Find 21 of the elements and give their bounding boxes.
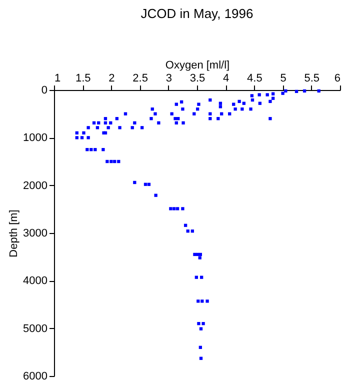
- x-tick-label: 4.5: [247, 72, 262, 84]
- chart-title: JCOD in May, 1996: [140, 6, 254, 21]
- y-tick-label: 0: [41, 84, 48, 96]
- x-tick-label: 5.5: [304, 72, 320, 84]
- x-tick-label: 1.5: [75, 72, 91, 84]
- y-axis-title: Depth [m]: [8, 210, 20, 258]
- x-tick-label: 6: [334, 72, 340, 84]
- x-tick-label: 5: [280, 72, 286, 84]
- x-tick-label: 3: [166, 72, 172, 84]
- x-tick-label: 1: [54, 72, 61, 84]
- x-tick-label: 2: [108, 72, 115, 84]
- y-tick-label: 6000: [23, 370, 48, 382]
- x-axis-title: Oxygen [ml/l]: [165, 60, 230, 72]
- x-tick-label: 4: [223, 72, 230, 84]
- x-tick-label: 3.5: [190, 72, 206, 84]
- y-tick-label: 4000: [23, 275, 48, 288]
- x-tick-label: 2.5: [132, 72, 148, 84]
- y-tick-label: 5000: [23, 322, 48, 335]
- y-tick-label: 2000: [23, 180, 48, 192]
- y-tick-label: 3000: [23, 228, 48, 240]
- y-tick-label: 1000: [23, 132, 48, 144]
